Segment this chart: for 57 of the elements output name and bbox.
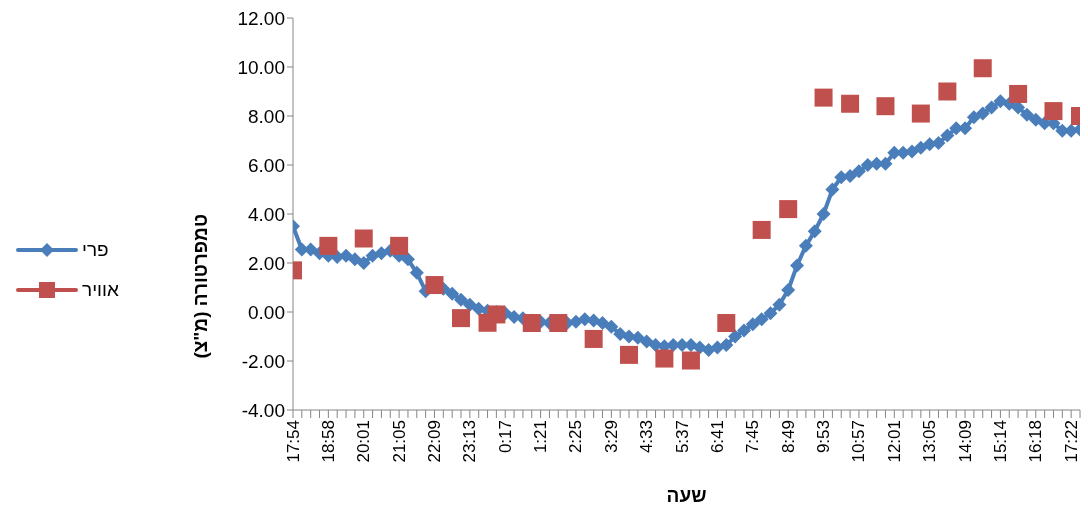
y-tick-label: 6.00 bbox=[248, 154, 285, 176]
x-tick-label: 23:13 bbox=[460, 420, 480, 463]
x-tick-label: 12:01 bbox=[884, 420, 904, 463]
x-tick-label: 17:22 bbox=[1061, 420, 1081, 463]
point bbox=[620, 345, 639, 364]
x-tick-label: 7:45 bbox=[743, 420, 763, 454]
point bbox=[779, 200, 798, 219]
x-tick-label: 13:05 bbox=[920, 420, 940, 463]
point bbox=[522, 314, 541, 333]
point bbox=[717, 314, 736, 333]
x-tick-label: 15:14 bbox=[990, 420, 1010, 463]
y-tick-label: 2.00 bbox=[248, 252, 285, 274]
x-tick-label: 10:57 bbox=[849, 420, 869, 463]
point bbox=[841, 94, 860, 113]
x-tick-label: 20:01 bbox=[354, 420, 374, 463]
x-tick-label: 16:18 bbox=[1026, 420, 1046, 463]
point bbox=[938, 82, 957, 101]
x-tick-label: 14:09 bbox=[955, 420, 975, 463]
point bbox=[452, 309, 471, 328]
y-axis-title: טמפרטורה (מ"צ) bbox=[189, 214, 211, 359]
x-tick-label: 21:05 bbox=[389, 420, 409, 463]
x-tick-label: 5:37 bbox=[672, 420, 692, 454]
y-tick-label: 4.00 bbox=[248, 203, 285, 225]
y-tick-label: -4.00 bbox=[241, 399, 285, 421]
point bbox=[973, 59, 992, 78]
point bbox=[752, 220, 771, 239]
x-tick-label: 3:29 bbox=[601, 420, 621, 454]
x-tick-label: 8:49 bbox=[778, 420, 798, 454]
point bbox=[655, 349, 674, 368]
x-axis-title: שעה bbox=[666, 485, 707, 506]
point bbox=[487, 305, 506, 324]
point bbox=[1044, 102, 1063, 121]
point bbox=[911, 104, 930, 123]
y-tick-label: 8.00 bbox=[248, 105, 285, 127]
x-tick-label: 22:09 bbox=[424, 420, 444, 463]
y-tick-label: 12.00 bbox=[237, 7, 285, 29]
point bbox=[876, 97, 895, 116]
point bbox=[681, 351, 700, 370]
x-tick-label: 9:53 bbox=[814, 420, 834, 454]
x-tick-label: 1:21 bbox=[531, 420, 551, 454]
point bbox=[354, 229, 373, 248]
point bbox=[390, 236, 409, 255]
x-tick-label: 17:54 bbox=[283, 420, 303, 463]
point bbox=[814, 88, 833, 107]
point bbox=[584, 329, 603, 348]
x-tick-label: 6:41 bbox=[707, 420, 727, 454]
y-tick-label: 0.00 bbox=[248, 301, 285, 323]
legend-label: פרי bbox=[82, 239, 109, 261]
x-tick-label: 0:17 bbox=[495, 420, 515, 454]
x-tick-label: 18:58 bbox=[318, 420, 338, 463]
point bbox=[319, 236, 338, 255]
y-tick-label: 10.00 bbox=[237, 56, 285, 78]
y-tick-label: -2.00 bbox=[241, 350, 285, 372]
x-tick-label: 2:25 bbox=[566, 420, 586, 454]
point bbox=[1009, 84, 1028, 103]
legend-label: אוויר bbox=[82, 279, 119, 301]
x-tick-label: 4:33 bbox=[637, 420, 657, 454]
